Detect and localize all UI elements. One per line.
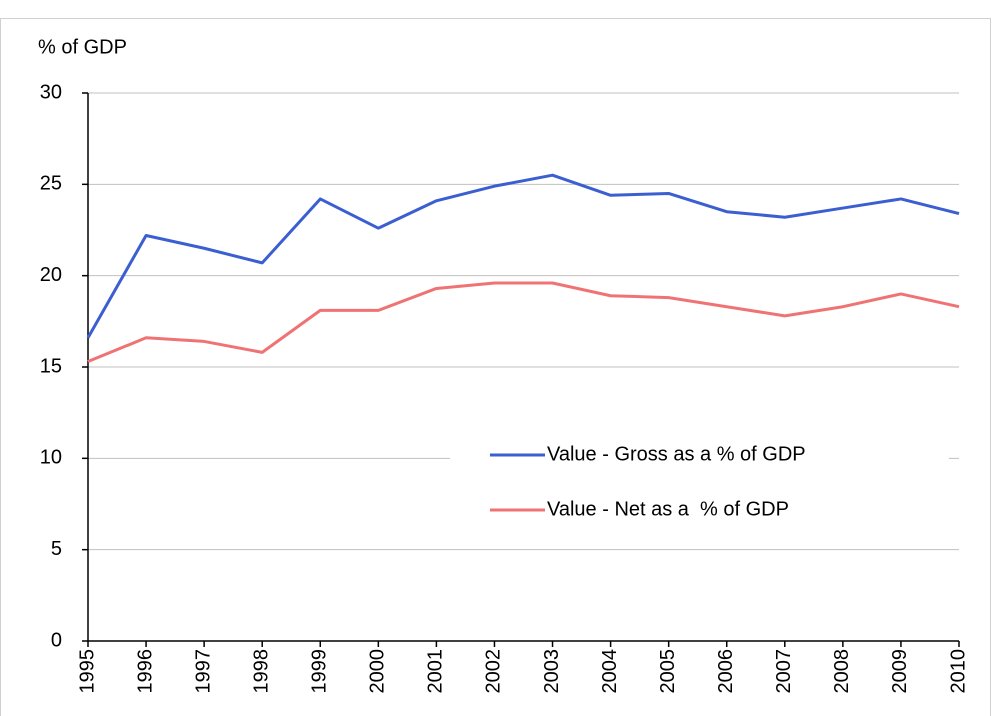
legend-label: Value - Gross as a % of GDP [547, 443, 806, 465]
y-tick-label: 5 [51, 538, 62, 560]
x-tick-label: 2006 [715, 649, 737, 694]
legend-label: Value - Net as a % of GDP [547, 498, 789, 520]
x-tick-label: 2009 [889, 649, 911, 694]
y-tick-label: 30 [40, 81, 62, 103]
y-tick-label: 20 [40, 264, 62, 286]
series-line [87, 281, 960, 363]
x-tick-label: 1999 [309, 649, 331, 694]
x-tick-label: 2007 [773, 649, 795, 694]
x-tick-label: 2002 [483, 649, 505, 694]
x-tick-label: 1997 [192, 649, 214, 694]
x-tick-label: 1996 [134, 649, 156, 694]
x-tick-label: 1998 [250, 649, 272, 694]
x-tick-label: 2010 [947, 649, 969, 694]
x-tick-label: 1995 [76, 649, 98, 694]
x-tick-label: 2003 [541, 649, 563, 694]
x-tick-label: 2008 [831, 649, 853, 694]
y-tick-label: 15 [40, 355, 62, 377]
x-tick-label: 2001 [425, 649, 447, 694]
y-axis-label: % of GDP [38, 36, 127, 58]
x-tick-label: 2005 [657, 649, 679, 694]
y-tick-label: 10 [40, 447, 62, 469]
legend-box [450, 425, 949, 535]
y-tick-label: 0 [51, 629, 62, 651]
y-tick-label: 25 [40, 173, 62, 195]
x-tick-label: 2004 [599, 649, 621, 694]
series-line [86, 173, 960, 339]
x-tick-label: 2000 [367, 649, 389, 694]
